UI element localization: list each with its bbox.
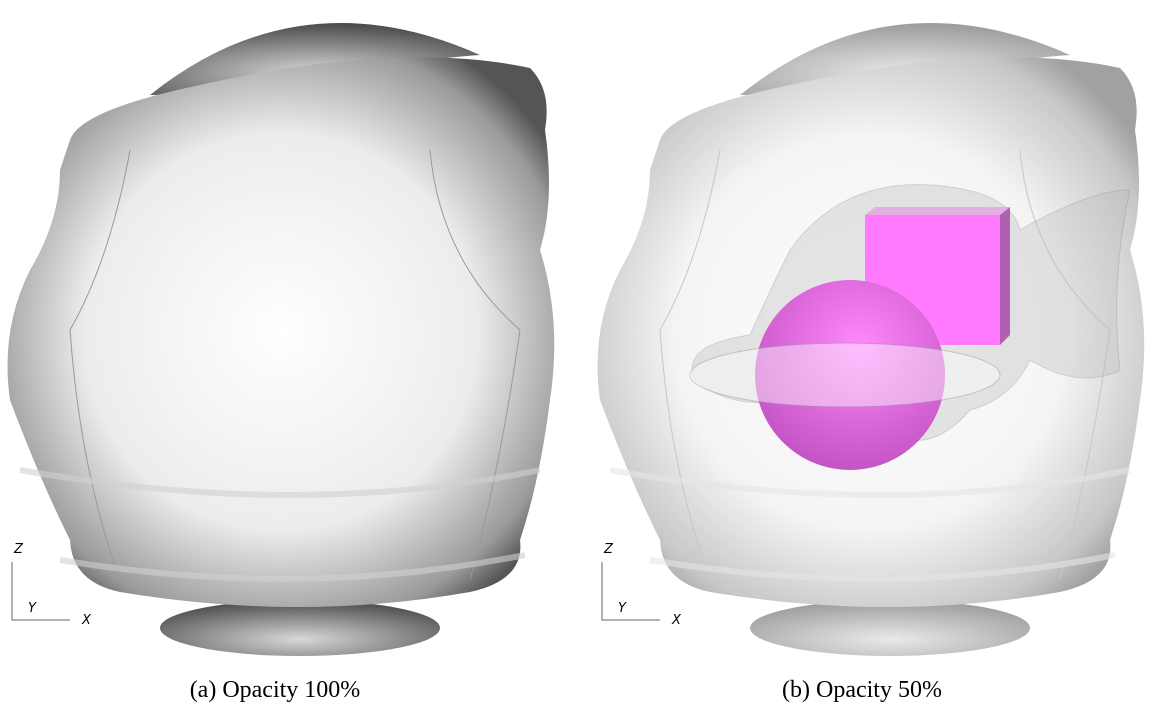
axis-x: X bbox=[671, 613, 682, 628]
torus bbox=[690, 343, 1000, 407]
body-opaque bbox=[8, 23, 555, 656]
caption: (b) Opacity 50% bbox=[782, 677, 942, 703]
axis-x: X bbox=[81, 613, 92, 628]
page: Z Y X Z Y X (a) Opacity 100% (b) Opacity… bbox=[0, 0, 1153, 715]
panel-b-render bbox=[598, 23, 1145, 656]
triad-lines bbox=[602, 562, 660, 620]
axis-y: Y bbox=[28, 601, 37, 616]
figure: Z Y X Z Y X (a) Opacity 100% (b) Opacity… bbox=[0, 0, 1153, 715]
cube-side bbox=[1000, 207, 1010, 345]
caption: (a) Opacity 100% bbox=[190, 677, 361, 703]
axis-z: Z bbox=[13, 542, 24, 557]
panel-a-render bbox=[8, 23, 555, 656]
axis-z: Z bbox=[603, 542, 614, 557]
axis-y: Y bbox=[618, 601, 627, 616]
triad-lines bbox=[12, 562, 70, 620]
cube-top bbox=[865, 207, 1010, 215]
